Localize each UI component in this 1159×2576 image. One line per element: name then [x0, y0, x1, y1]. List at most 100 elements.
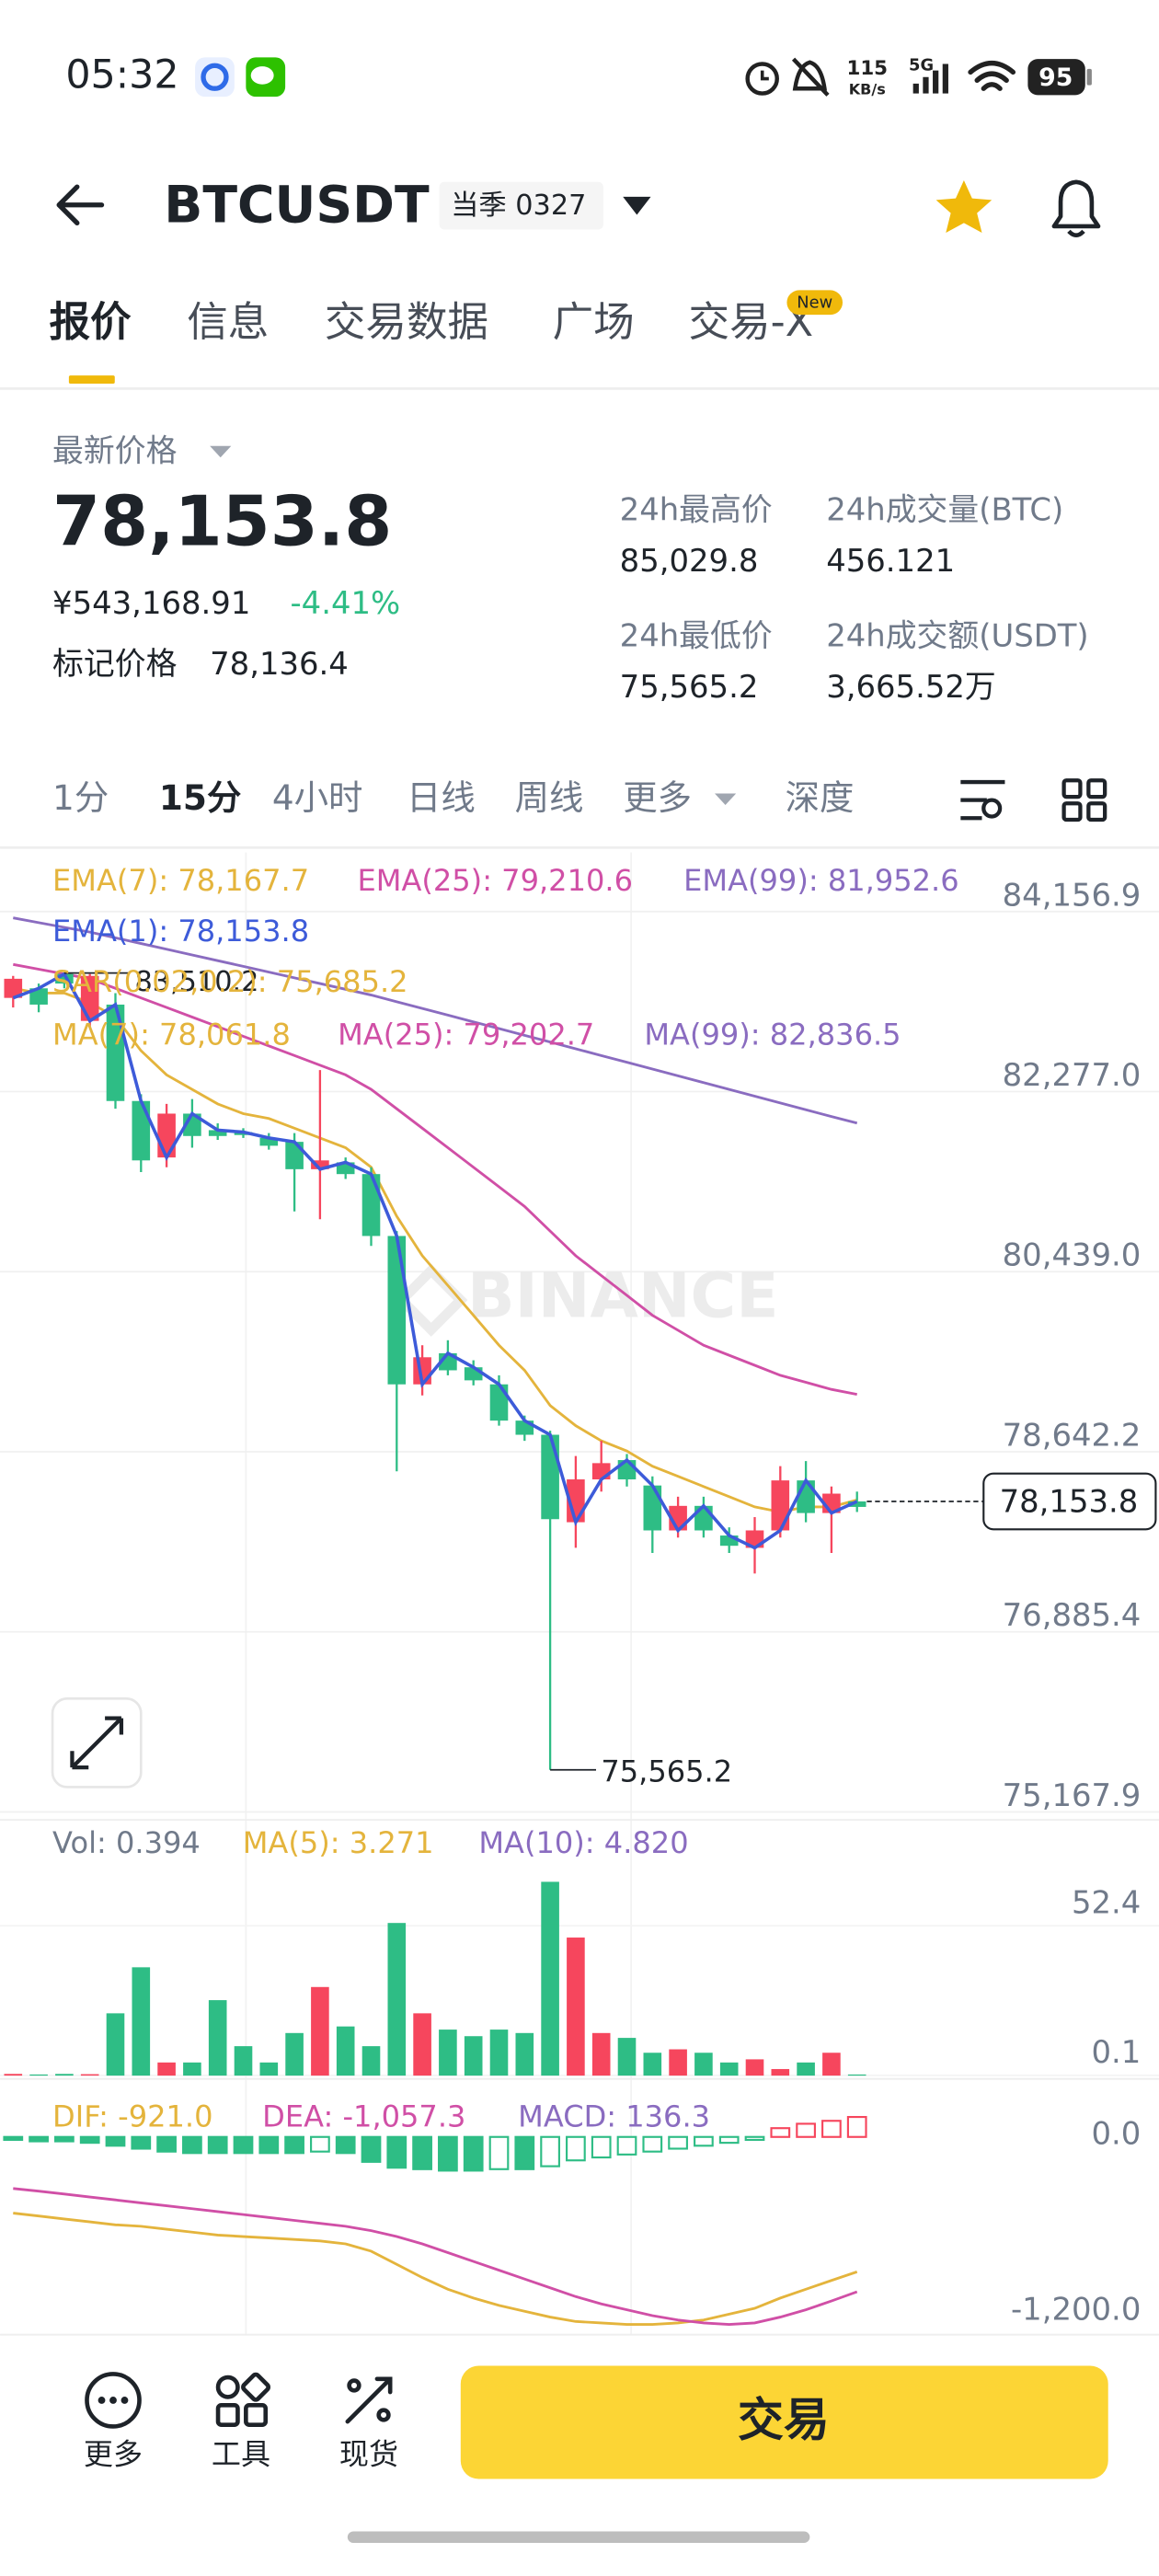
interval[interactable]: 日线	[407, 777, 476, 818]
nav-label: 更多	[84, 2437, 143, 2472]
macd-bar	[514, 2135, 535, 2170]
app-icon	[201, 63, 229, 91]
kline-chart: 84,156.9 82,277.0 80,439.0 78,642.2 76,885.4…	[0, 863, 1159, 2328]
volume-bar	[822, 2053, 841, 2076]
volume-bar	[489, 2030, 509, 2076]
macd-bar	[3, 2135, 24, 2142]
volume-bar	[847, 2074, 866, 2076]
spot-icon[interactable]	[345, 2376, 393, 2424]
last-price-tag	[982, 1472, 1157, 1531]
stats: 24h最高价 85,029.8 24h成交量(BTC) 456.121 24h最低价 75…	[620, 492, 1089, 705]
macd-bar	[642, 2135, 663, 2153]
net-speed-unit: KB/s	[849, 81, 886, 98]
candle-body	[591, 1463, 611, 1480]
macd-bar	[744, 2135, 765, 2142]
stat-label: 24h成交额(USDT)	[826, 618, 1088, 654]
tab[interactable]: 信息	[187, 298, 269, 346]
macd-bar	[233, 2135, 254, 2155]
volume-bar	[567, 1938, 585, 2076]
macd-bar	[566, 2135, 586, 2162]
tools-icon[interactable]	[215, 2372, 271, 2428]
volume-bar	[643, 2053, 662, 2076]
macd-bar	[335, 2135, 356, 2155]
volume-bar	[55, 2074, 74, 2076]
macd-bar	[79, 2135, 100, 2145]
macd-bar	[207, 2135, 228, 2155]
candle-body	[643, 1485, 662, 1531]
volume-bar	[106, 2013, 125, 2076]
tab[interactable]: 报价	[49, 298, 132, 346]
interval[interactable]: 深度	[786, 777, 855, 818]
candle-body	[694, 1505, 713, 1531]
candle-body	[157, 1113, 176, 1158]
tab[interactable]: 广场	[553, 298, 635, 346]
indicator-line	[13, 986, 858, 1513]
interval[interactable]: 1分	[52, 777, 109, 818]
volume-bar	[259, 2062, 279, 2076]
nav-label: 工具	[212, 2437, 270, 2472]
indicator-line	[13, 916, 858, 1125]
candle-body	[311, 1160, 329, 1169]
candle-body	[489, 1384, 509, 1421]
dropdown-arrow[interactable]	[623, 196, 651, 215]
macd-bar	[310, 2135, 330, 2153]
volume-bar	[234, 2046, 253, 2076]
interval[interactable]: 4小时	[272, 777, 363, 818]
volume-bar	[745, 2059, 764, 2076]
macd-bar	[846, 2115, 867, 2138]
macd-bar	[540, 2135, 560, 2168]
back-button[interactable]	[56, 184, 105, 226]
legend-entry: MA(25): 79,202.7	[338, 1017, 594, 1052]
candle-body	[259, 1137, 279, 1146]
legend-entry: MACD: 136.3	[518, 2099, 710, 2133]
stat-value: 456.121	[826, 543, 955, 579]
tab[interactable]: 交易数据	[325, 298, 488, 346]
y-tick-label: 75,167.9	[1003, 1777, 1142, 1813]
volume-bar	[157, 2062, 176, 2076]
legend-entry: MA(7): 78,061.8	[52, 1017, 291, 1052]
candle-body	[106, 1004, 125, 1101]
y-tick-label: -1,200.0	[1011, 2292, 1141, 2328]
alarm-icon	[760, 70, 769, 81]
interval[interactable]: 周线	[515, 777, 584, 818]
interval[interactable]: 更多	[623, 777, 692, 818]
price-label-arrow[interactable]	[210, 445, 232, 458]
trade-button[interactable]	[460, 2365, 1108, 2479]
battery-icon	[1086, 68, 1092, 86]
price-label: 最新价格	[52, 432, 178, 468]
candle-body	[285, 1142, 304, 1169]
volume-bar	[617, 2038, 637, 2076]
volume-bar	[336, 2026, 355, 2076]
trade-button-label: 交易	[738, 2393, 830, 2446]
legend-entry: MA(10): 4.820	[478, 1825, 688, 1860]
candle-body	[4, 978, 23, 998]
last-price-label: 78,153.8	[1000, 1483, 1139, 1519]
volume-bar	[4, 2074, 23, 2076]
chart-settings-icon[interactable]	[960, 779, 1005, 821]
more-icon[interactable]	[85, 2372, 142, 2429]
stat-label: 24h最低价	[620, 618, 773, 654]
watermark: BINANCE	[467, 1259, 778, 1332]
y-tick-label: 82,277.0	[1003, 1057, 1142, 1093]
contract-chip[interactable]	[439, 181, 603, 230]
volume-bar	[387, 1923, 407, 2076]
macd-bar	[616, 2135, 637, 2156]
intervals: 1分 15分 4小时 日线 周线 更多 深度	[52, 777, 854, 818]
macd-bar	[258, 2135, 280, 2155]
contract: 当季 0327	[451, 190, 586, 222]
favorite-star[interactable]	[935, 180, 993, 234]
more-arrow[interactable]	[715, 793, 737, 805]
interval[interactable]: 15分	[159, 777, 241, 818]
stat-label: 24h成交量(BTC)	[826, 492, 1063, 528]
volume-bar	[413, 2013, 431, 2076]
wechat-icon	[250, 66, 274, 85]
volume-bar	[183, 2062, 201, 2076]
wifi-icon	[968, 60, 1016, 91]
candle-body	[719, 1535, 739, 1547]
layout-icon[interactable]	[1061, 778, 1107, 822]
macd-bar	[488, 2135, 510, 2170]
alert-bell[interactable]	[1051, 179, 1101, 238]
badge	[786, 290, 843, 316]
